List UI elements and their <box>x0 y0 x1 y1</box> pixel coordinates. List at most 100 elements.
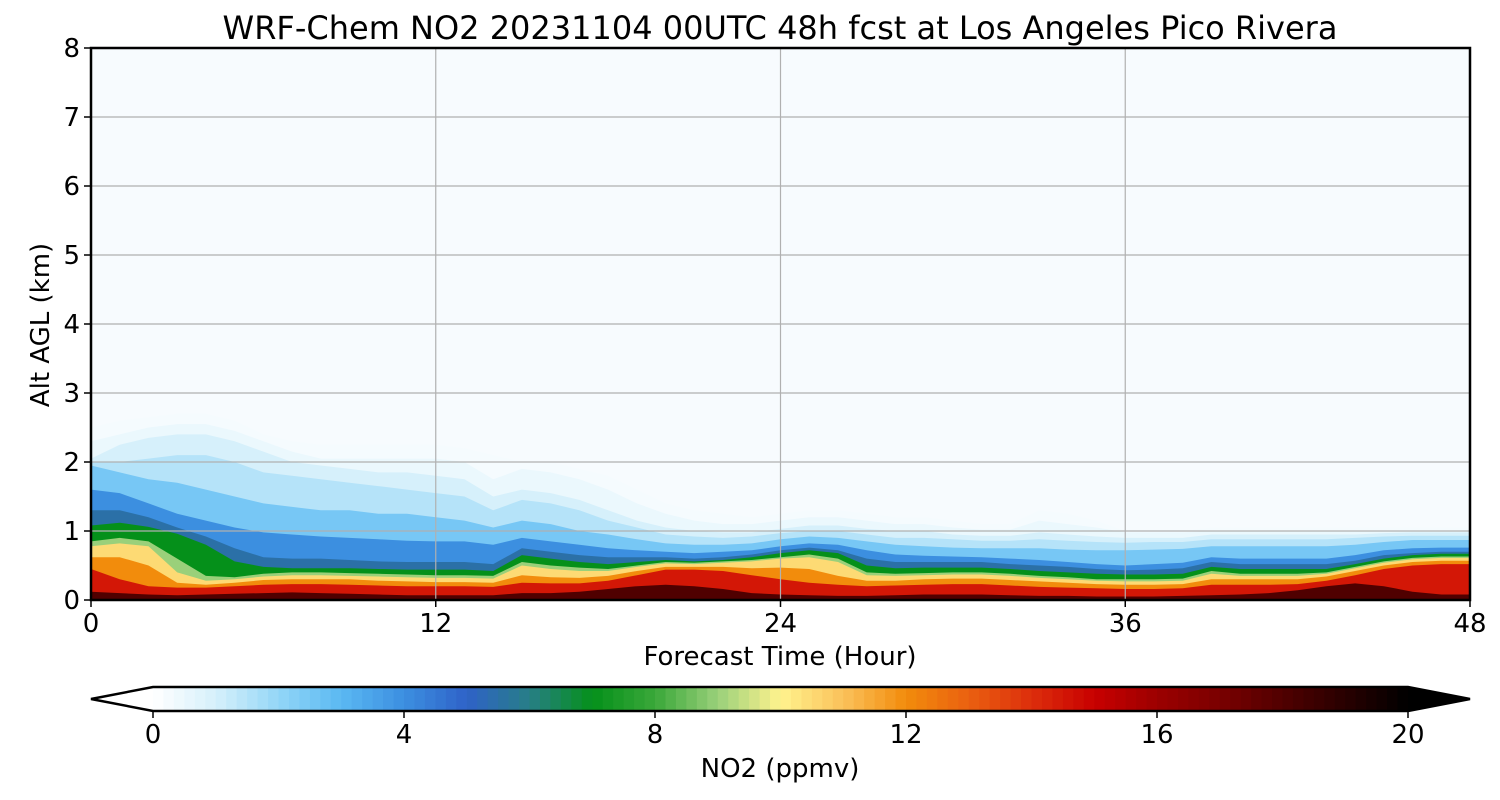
colorbar-segment <box>404 687 416 711</box>
colorbar-segment <box>759 687 771 711</box>
x-tick-label: 12 <box>419 609 452 639</box>
y-tick-label: 2 <box>63 448 80 478</box>
colorbar-segment <box>1334 687 1346 711</box>
colorbar-segment <box>665 687 677 711</box>
x-tick-label: 48 <box>1453 609 1486 639</box>
colorbar-segment <box>1397 687 1409 711</box>
colorbar-segment <box>623 687 635 711</box>
colorbar-segment <box>163 687 175 711</box>
colorbar-segment <box>1324 687 1336 711</box>
colorbar-segment <box>749 687 761 711</box>
colorbar-tick-label: 16 <box>1140 720 1173 750</box>
colorbar-segment <box>1167 687 1179 711</box>
colorbar-tick-label: 12 <box>889 720 922 750</box>
colorbar-segment <box>790 687 803 711</box>
colorbar-segment <box>1062 687 1074 711</box>
colorbar-segment <box>383 687 395 711</box>
colorbar-segment <box>529 687 541 711</box>
x-tick-label: 0 <box>83 609 100 639</box>
colorbar-segment <box>655 687 667 711</box>
y-tick-label: 1 <box>63 517 80 547</box>
colorbar-segment <box>445 687 457 711</box>
colorbar-segment <box>895 687 907 711</box>
colorbar-segment <box>1292 687 1305 711</box>
colorbar-segment <box>696 687 708 711</box>
colorbar-segment <box>906 687 918 711</box>
y-tick-label: 3 <box>63 379 80 409</box>
y-tick-label: 7 <box>63 103 80 133</box>
colorbar-segment <box>1083 687 1095 711</box>
colorbar-segment <box>1261 687 1273 711</box>
colorbar-segment <box>539 687 552 711</box>
colorbar-segment <box>947 687 959 711</box>
x-axis: 0 12 24 36 48 <box>83 600 1487 639</box>
colorbar-segment <box>466 687 478 711</box>
colorbar-segment <box>1136 687 1148 711</box>
colorbar-segment <box>414 687 426 711</box>
colorbar-segment <box>581 687 593 711</box>
colorbar-segment <box>1146 687 1158 711</box>
colorbar-segment <box>194 687 206 711</box>
colorbar-segment <box>1366 687 1378 711</box>
colorbar-segment <box>738 687 750 711</box>
gridlines <box>91 48 1470 600</box>
y-tick-label: 6 <box>63 172 80 202</box>
colorbar-segment <box>173 687 185 711</box>
colorbar-extend-low <box>91 687 153 711</box>
colorbar-segment <box>1376 687 1388 711</box>
colorbar-extend-high <box>1408 687 1470 711</box>
colorbar-segment <box>268 687 280 711</box>
y-axis: 0 1 2 3 4 5 6 7 8 <box>63 34 91 616</box>
colorbar-segment <box>1094 687 1106 711</box>
x-tick-label: 24 <box>764 609 797 639</box>
colorbar-segment <box>330 687 342 711</box>
y-tick-label: 4 <box>63 310 80 340</box>
colorbar-segment <box>1052 687 1064 711</box>
colorbar-segment <box>958 687 970 711</box>
colorbar-segment <box>351 687 363 711</box>
colorbar-segment <box>362 687 374 711</box>
colorbar-segment <box>968 687 980 711</box>
colorbar-segment <box>1188 687 1200 711</box>
colorbar-segment <box>1000 687 1012 711</box>
colorbar-segment <box>508 687 520 711</box>
colorbar-segment <box>634 687 646 711</box>
colorbar-segment <box>487 687 499 711</box>
colorbar-segment <box>1198 687 1210 711</box>
colorbar-segment <box>560 687 572 711</box>
colorbar-segment <box>1010 687 1022 711</box>
colorbar-segment <box>372 687 384 711</box>
colorbar-segment <box>257 687 269 711</box>
colorbar-segment <box>1355 687 1367 711</box>
y-tick-label: 8 <box>63 34 80 64</box>
colorbar-segment <box>226 687 238 711</box>
colorbar-segment <box>205 687 217 711</box>
colorbar-segment <box>309 687 321 711</box>
y-tick-label: 5 <box>63 241 80 271</box>
colorbar-segment <box>1177 687 1189 711</box>
colorbar-segment <box>278 687 290 711</box>
colorbar-segment <box>707 687 719 711</box>
colorbar-segment <box>1219 687 1231 711</box>
colorbar-segment <box>686 687 698 711</box>
colorbar-segment <box>1031 687 1043 711</box>
colorbar-segment <box>937 687 949 711</box>
colorbar-segment <box>1209 687 1221 711</box>
colorbar-segment <box>1021 687 1033 711</box>
colorbar-segment <box>550 687 562 711</box>
colorbar-segment <box>916 687 928 711</box>
colorbar-segment <box>571 687 583 711</box>
colorbar-segment <box>592 687 604 711</box>
colorbar-segment <box>299 687 311 711</box>
colorbar-segment <box>1303 687 1315 711</box>
colorbar-segment <box>320 687 332 711</box>
y-tick-label: 0 <box>63 586 80 616</box>
colorbar-segment <box>1272 687 1284 711</box>
colorbar-segment <box>477 687 489 711</box>
y-axis-label: Alt AGL (km) <box>26 243 56 407</box>
colorbar-segment <box>644 687 656 711</box>
colorbar-segment <box>926 687 938 711</box>
colorbar-segment <box>885 687 897 711</box>
colorbar-segment <box>1345 687 1357 711</box>
